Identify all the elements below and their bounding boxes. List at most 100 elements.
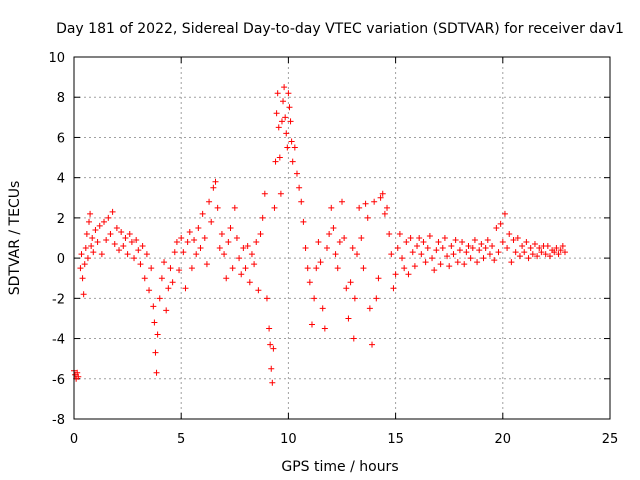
plot-frame <box>73 56 611 420</box>
data-point <box>156 295 163 302</box>
y-tick-label: -8 <box>52 413 65 428</box>
data-point <box>150 303 157 310</box>
data-point <box>169 279 176 286</box>
data-point <box>506 230 513 237</box>
data-point <box>283 130 290 137</box>
data-point <box>446 263 453 270</box>
y-tick-label: 6 <box>57 131 65 146</box>
data-point <box>452 237 459 244</box>
data-point <box>231 204 238 211</box>
data-point <box>191 237 198 244</box>
data-point <box>529 251 536 258</box>
grid-layer <box>74 57 610 419</box>
data-point <box>420 239 427 246</box>
data-point <box>271 204 278 211</box>
data-point <box>161 259 168 266</box>
data-point <box>512 249 519 256</box>
data-point <box>109 208 116 215</box>
data-point <box>407 235 414 241</box>
data-point <box>493 224 500 231</box>
data-point <box>388 251 395 258</box>
data-point <box>152 349 159 356</box>
x-tick-label: 10 <box>280 432 297 447</box>
data-point <box>223 275 230 282</box>
data-point <box>354 251 361 258</box>
data-point <box>197 245 204 252</box>
data-point <box>555 251 562 258</box>
data-point <box>135 247 142 254</box>
data-point <box>124 251 131 258</box>
data-point <box>89 235 96 241</box>
data-point <box>553 245 560 252</box>
data-point <box>78 251 85 258</box>
data-point <box>180 249 187 256</box>
data-points <box>71 84 568 386</box>
data-point <box>471 237 478 244</box>
data-point <box>293 170 300 177</box>
data-point <box>267 341 274 348</box>
data-point <box>482 245 489 252</box>
data-point <box>178 235 185 241</box>
data-point <box>266 325 273 332</box>
data-point <box>467 255 474 262</box>
data-point <box>214 204 221 211</box>
data-point <box>377 194 384 201</box>
x-tick-label: 5 <box>177 432 185 447</box>
data-point <box>167 265 174 272</box>
data-point <box>315 239 322 246</box>
data-point <box>350 335 357 342</box>
data-point <box>411 263 418 270</box>
data-point <box>426 232 433 239</box>
data-point <box>296 184 303 191</box>
data-point <box>285 90 292 97</box>
data-point <box>330 224 337 231</box>
data-point <box>79 275 86 282</box>
data-point <box>399 255 406 262</box>
data-point <box>268 365 275 372</box>
data-point <box>216 245 223 252</box>
data-point <box>153 369 160 376</box>
data-point <box>280 98 287 105</box>
data-point <box>416 235 423 241</box>
data-point <box>381 210 388 217</box>
data-point <box>495 249 502 256</box>
data-point <box>306 279 313 286</box>
data-point <box>302 245 309 252</box>
data-point <box>229 265 236 272</box>
data-point <box>356 204 363 211</box>
data-point <box>105 214 112 221</box>
y-tick-label: -6 <box>52 373 65 388</box>
data-point <box>401 265 408 272</box>
data-point <box>284 144 291 151</box>
data-point <box>364 214 371 221</box>
data-point <box>444 253 451 260</box>
data-point <box>186 228 193 235</box>
data-point <box>288 138 295 145</box>
data-point <box>276 154 283 161</box>
data-point <box>116 247 123 254</box>
data-point <box>396 230 403 237</box>
data-point <box>257 230 264 237</box>
data-point <box>88 243 95 250</box>
data-point <box>233 235 240 241</box>
data-point <box>551 249 558 256</box>
data-point <box>317 259 324 266</box>
data-point <box>461 261 468 268</box>
data-point <box>206 198 213 205</box>
data-point <box>236 255 243 262</box>
data-point <box>409 249 416 256</box>
data-point <box>484 237 491 244</box>
data-point <box>360 265 367 272</box>
x-tick-label: 0 <box>70 432 78 447</box>
data-point <box>240 245 247 252</box>
data-point <box>113 224 120 231</box>
data-point <box>514 235 521 241</box>
data-point <box>246 279 253 286</box>
data-point <box>480 255 487 262</box>
data-point <box>319 305 326 312</box>
data-point <box>345 315 352 322</box>
data-point <box>126 230 133 237</box>
data-point <box>203 261 210 268</box>
data-point <box>326 230 333 237</box>
